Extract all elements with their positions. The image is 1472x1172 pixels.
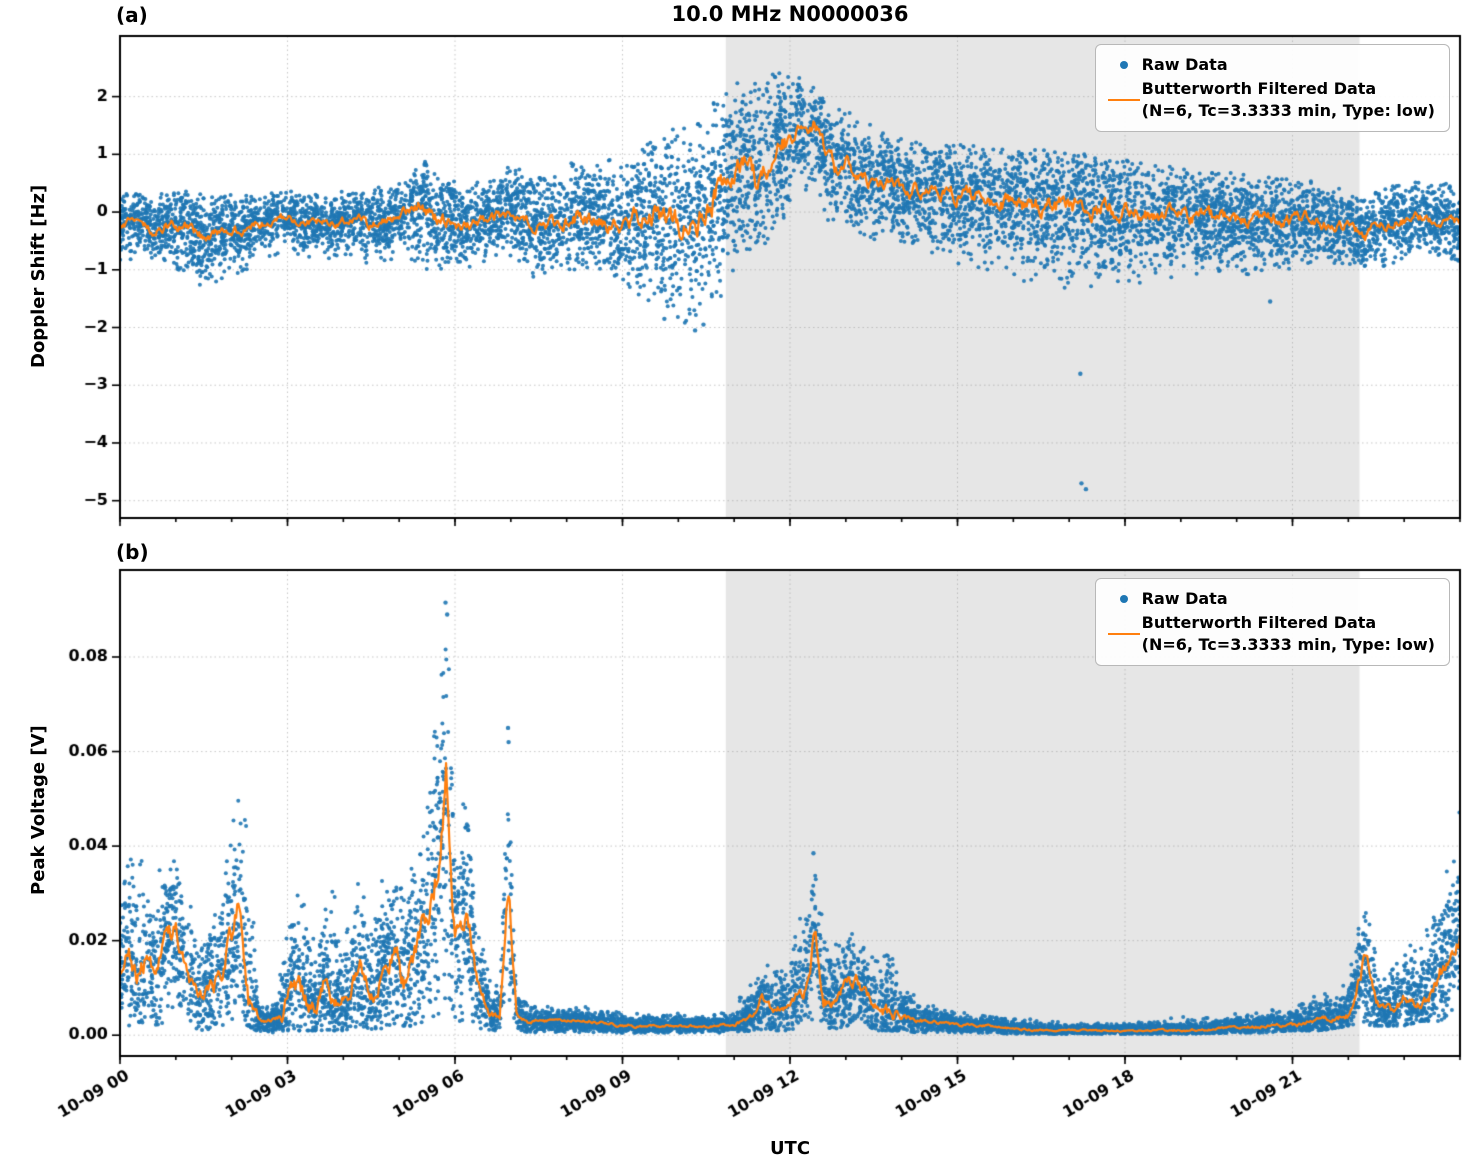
legend-raw-label: Raw Data [1141,55,1228,74]
legend-entry-filtered: Butterworth Filtered Data (N=6, Tc=3.333… [1106,78,1435,122]
legend-raw-label: Raw Data [1141,589,1228,608]
raw-data-marker-icon [1106,595,1142,603]
legend-entry-filtered: Butterworth Filtered Data (N=6, Tc=3.333… [1106,612,1435,656]
legend-entry-raw: Raw Data [1106,588,1435,610]
panel-b-label: (b) [116,540,149,564]
legend-panel-b: Raw Data Butterworth Filtered Data (N=6,… [1094,578,1450,666]
panel-a-label: (a) [116,3,148,27]
raw-data-marker-icon [1106,61,1142,69]
filtered-line-marker-icon [1106,99,1142,101]
x-axis-label: UTC [769,1138,811,1159]
y-axis-label-doppler: Doppler Shift [Hz] [28,184,49,368]
legend-panel-a: Raw Data Butterworth Filtered Data (N=6,… [1094,44,1450,132]
legend-filtered-label-line1: Butterworth Filtered Data [1141,613,1377,632]
y-axis-label-voltage: Peak Voltage [V] [28,725,49,895]
legend-entry-raw: Raw Data [1106,54,1435,76]
filtered-line-marker-icon [1106,633,1142,635]
legend-filtered-label-line2: (N=6, Tc=3.3333 min, Type: low) [1141,635,1435,654]
legend-filtered-label-line2: (N=6, Tc=3.3333 min, Type: low) [1141,101,1435,120]
legend-filtered-label-line1: Butterworth Filtered Data [1141,79,1377,98]
chart-title: 10.0 MHz N0000036 [671,2,909,26]
